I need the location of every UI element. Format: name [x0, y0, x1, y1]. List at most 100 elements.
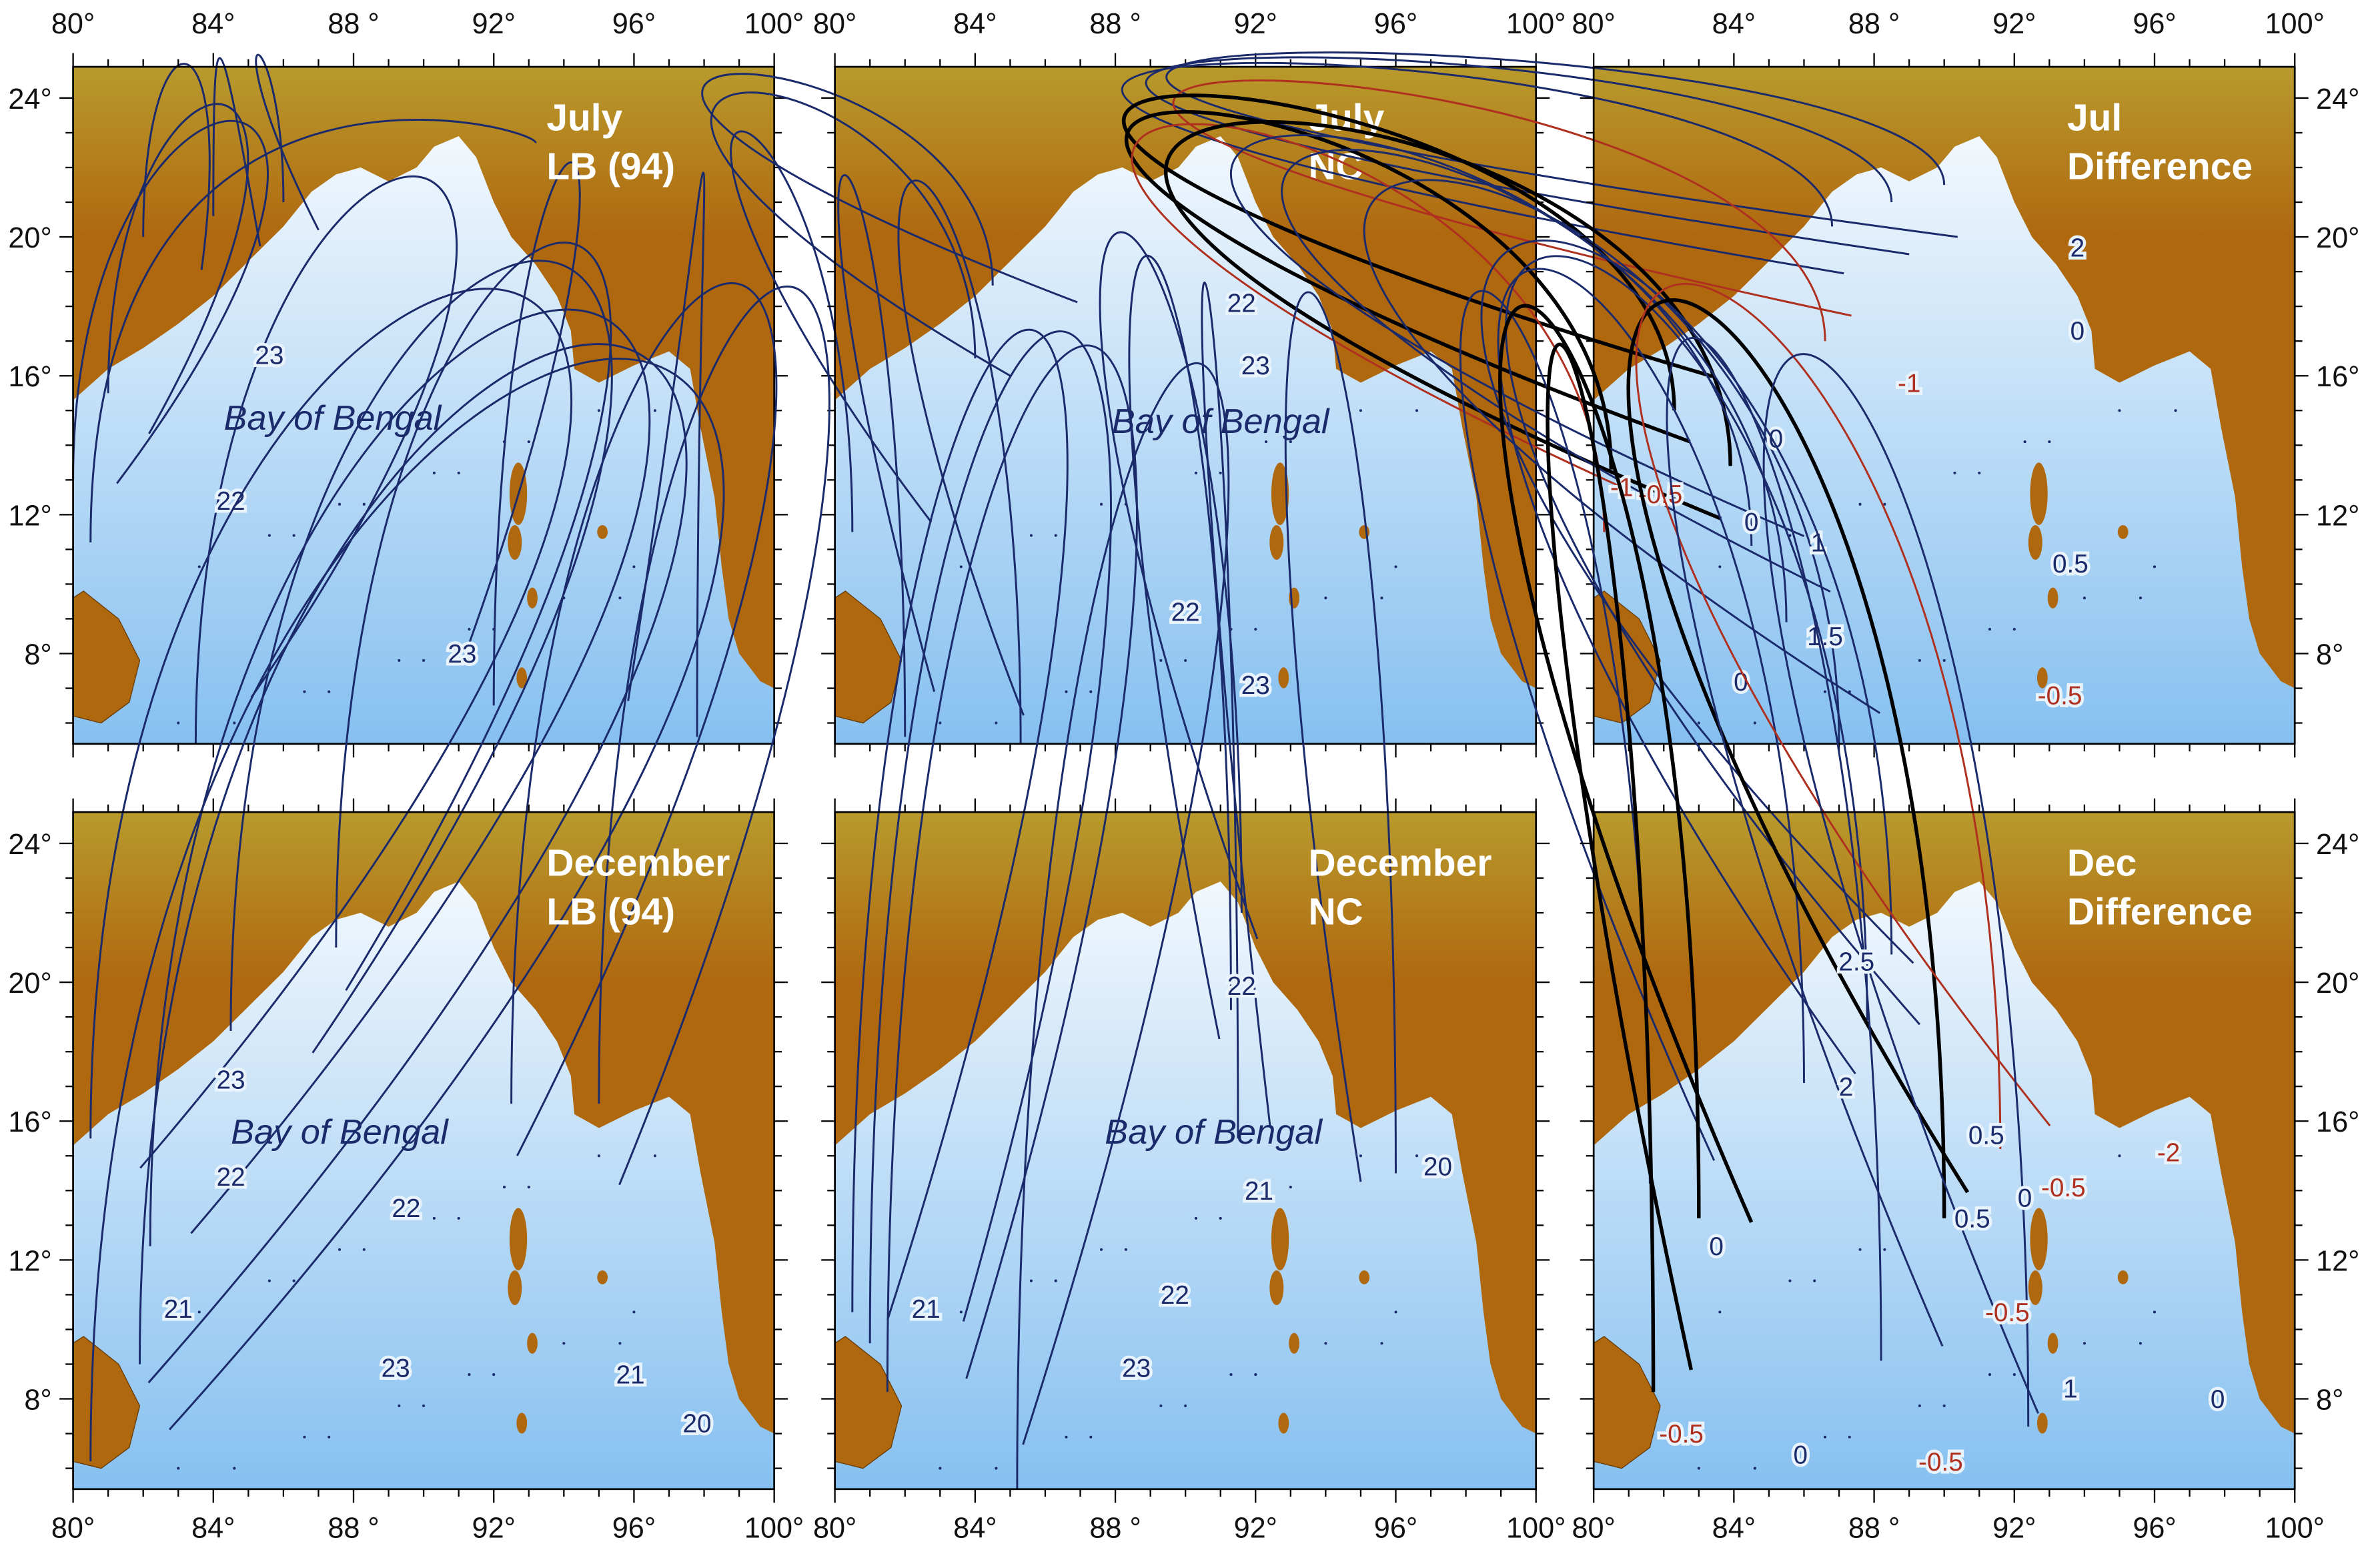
station-dot	[177, 721, 180, 725]
contour-line	[886, 344, 1138, 1393]
contour-line	[1131, 123, 1620, 532]
y-tick-label: 8°	[2316, 1384, 2343, 1416]
station-dot	[618, 597, 622, 600]
station-dot	[1988, 628, 1992, 631]
station-dot	[292, 534, 295, 537]
station-dot	[2174, 1154, 2177, 1158]
station-dot	[2048, 440, 2051, 444]
station-dot	[197, 565, 201, 568]
contour-label: 23	[1241, 671, 1270, 700]
contour-line	[627, 171, 706, 737]
station-dot	[1953, 1216, 1956, 1220]
station-dot	[1697, 721, 1700, 725]
contour-line	[510, 282, 778, 1156]
station-dot	[1054, 1279, 1057, 1282]
x-tick-label: 92°	[1234, 1513, 1277, 1545]
x-tick-label: 96°	[612, 1513, 656, 1545]
contour-label: 22	[392, 1194, 420, 1223]
station-dot	[1219, 1216, 1222, 1220]
contour-line	[1016, 362, 1230, 1489]
contour-label: 23	[1122, 1354, 1151, 1383]
x-tick-label: 88 °	[328, 8, 379, 40]
station-dot	[1029, 534, 1033, 537]
station-dot	[2023, 1186, 2026, 1189]
station-dot	[1359, 409, 1362, 412]
x-tick-label: 92°	[1992, 8, 2036, 40]
x-tick-label: 84°	[191, 8, 235, 40]
panel-title: December	[1308, 843, 1492, 885]
contour-line	[1121, 61, 1844, 275]
island	[527, 587, 538, 609]
station-dot	[398, 1404, 401, 1407]
y-tick-label: 16°	[8, 1106, 51, 1138]
station-dot	[653, 1154, 657, 1158]
station-dot	[303, 1435, 306, 1439]
contour-line	[255, 53, 320, 231]
x-tick-label: 100°	[744, 8, 804, 40]
contour-label: 20	[1423, 1153, 1452, 1182]
contour-label: 21	[912, 1295, 941, 1324]
contour-label: 0	[1793, 1441, 1807, 1469]
island	[1359, 1270, 1370, 1284]
station-dot	[1264, 440, 1268, 444]
y-tick-label: 12°	[8, 500, 51, 532]
station-dot	[1065, 1435, 1068, 1439]
sea	[834, 881, 1536, 1489]
station-dot	[1394, 565, 1397, 568]
station-dot	[1753, 1467, 1756, 1470]
contour-line	[868, 330, 1112, 1344]
y-tick-label: 8°	[24, 639, 51, 671]
contour-label: 1.5	[1807, 623, 1843, 651]
panel-title: Jul	[2067, 97, 2122, 139]
contour-line	[229, 260, 613, 1054]
contour-line	[1145, 56, 1910, 256]
panel-title: July	[546, 97, 622, 139]
x-tick-label: 92°	[1234, 8, 1277, 40]
contour-line	[1165, 51, 1958, 238]
station-dot	[362, 1248, 366, 1251]
station-dot	[457, 471, 460, 474]
station-dot	[422, 1404, 426, 1407]
x-tick-label: 80°	[51, 8, 95, 40]
contour-line	[1284, 291, 1397, 1182]
station-dot	[457, 1216, 460, 1220]
station-dot	[1124, 1248, 1127, 1251]
station-dot	[1918, 1404, 1921, 1407]
station-dot	[1942, 1404, 1946, 1407]
panel-title: Difference	[2067, 145, 2253, 187]
x-tick-label: 92°	[1992, 1513, 2036, 1545]
station-dot	[1942, 659, 1946, 662]
station-dot	[1380, 597, 1383, 600]
island	[2030, 1208, 2048, 1270]
contour-label: 23	[255, 342, 283, 370]
contour-line	[149, 308, 651, 1246]
station-dot	[1718, 1310, 1722, 1314]
contour-label: 0	[1744, 508, 1759, 536]
station-dot	[995, 1467, 998, 1470]
station-dot	[303, 690, 306, 693]
station-dot	[597, 409, 600, 412]
station-dot	[362, 502, 366, 506]
x-tick-label: 100°	[744, 1513, 804, 1545]
station-dot	[1359, 1154, 1362, 1158]
x-tick-label: 88 °	[1848, 8, 1900, 40]
island	[2117, 524, 2129, 539]
x-tick-label: 96°	[2133, 8, 2176, 40]
station-dot	[2082, 1342, 2086, 1345]
x-tick-label: 84°	[953, 8, 997, 40]
station-dot	[1289, 1186, 1292, 1189]
station-dot	[1254, 1373, 1257, 1377]
contour-line	[1498, 304, 1754, 1223]
station-dot	[292, 1279, 295, 1282]
x-tick-label: 100°	[2265, 8, 2325, 40]
island	[516, 667, 528, 689]
contour-label: 21	[616, 1361, 645, 1390]
station-dot	[632, 565, 636, 568]
contour-line	[142, 63, 211, 270]
station-dot	[492, 1373, 496, 1377]
station-dot	[2023, 440, 2026, 444]
island	[597, 524, 608, 539]
contour-label: 0	[2070, 317, 2085, 346]
y-tick-label: 12°	[2316, 500, 2359, 532]
island	[2028, 1270, 2042, 1306]
